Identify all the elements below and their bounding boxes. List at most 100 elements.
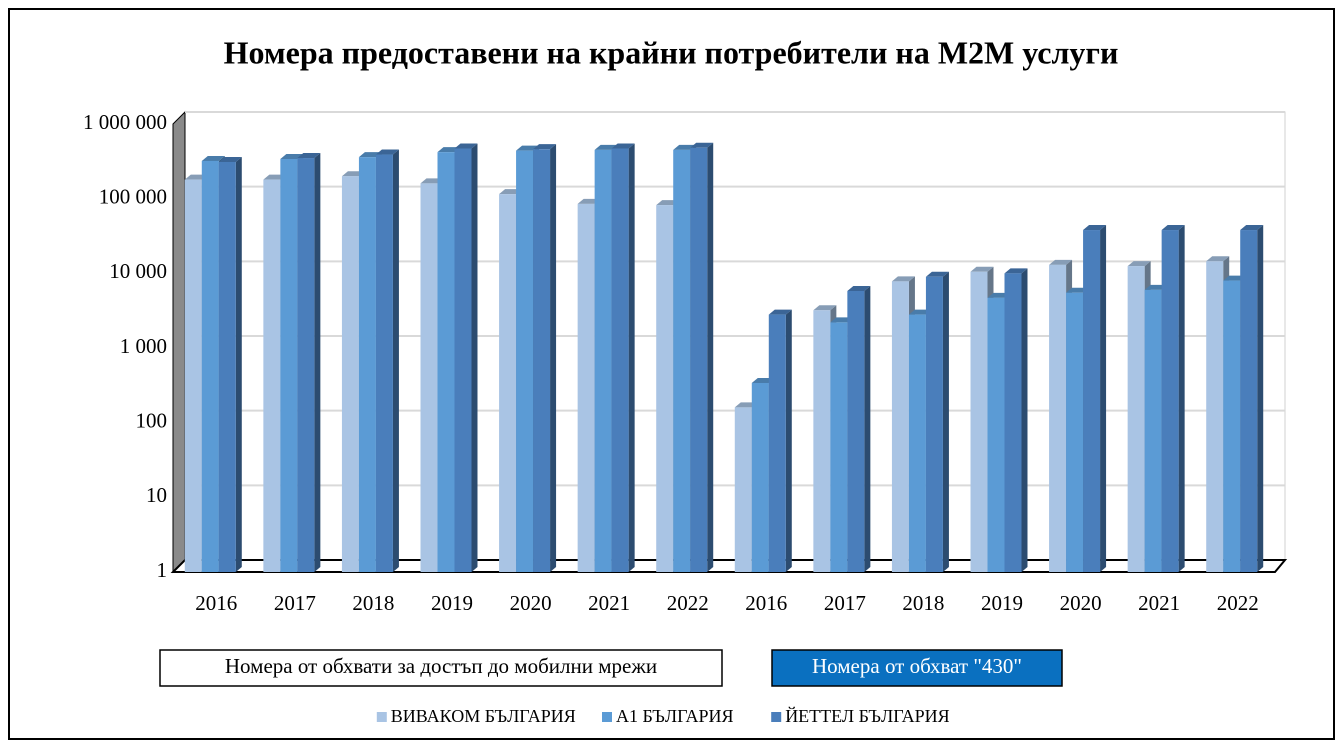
- bar-front: [813, 310, 831, 572]
- bar-top: [891, 276, 915, 282]
- bar: [690, 142, 714, 572]
- bar-front: [768, 314, 786, 572]
- bar-top: [813, 305, 837, 311]
- bar-side: [628, 143, 635, 573]
- bar-front: [1127, 266, 1145, 572]
- bar-front: [1083, 230, 1101, 572]
- bar-front: [1161, 230, 1179, 572]
- bar-top: [847, 285, 871, 291]
- bar-side: [235, 156, 242, 572]
- bar-side: [1257, 225, 1264, 572]
- bar-side: [314, 153, 321, 573]
- x-tick-label: 2017: [824, 591, 866, 615]
- x-tick-label: 2019: [981, 591, 1023, 615]
- bar-front: [1049, 264, 1067, 572]
- bar-front: [891, 281, 909, 572]
- x-tick-label: 2020: [1060, 591, 1102, 615]
- bar-top: [1083, 225, 1107, 231]
- bar-front: [297, 158, 315, 573]
- bar-front: [908, 314, 926, 572]
- bar-front: [987, 297, 1005, 572]
- bar-front: [1144, 289, 1162, 572]
- y-tick-label: 100 000: [99, 184, 167, 208]
- bar: [1240, 225, 1264, 572]
- bar-top: [375, 149, 399, 155]
- bar-side: [471, 143, 478, 573]
- bar-top: [1206, 256, 1230, 262]
- bar-top: [1240, 225, 1264, 231]
- legend-swatch: [602, 712, 612, 722]
- bar-side: [864, 285, 871, 572]
- bar-front: [1223, 280, 1241, 572]
- bar-front: [673, 149, 691, 572]
- bar-top: [970, 266, 994, 272]
- x-tick-label: 2021: [588, 591, 630, 615]
- bar: [1004, 268, 1028, 572]
- bar-side: [1178, 225, 1185, 572]
- bar-front: [454, 148, 472, 573]
- bar-top: [1127, 261, 1151, 267]
- bar-front: [925, 276, 943, 572]
- bar-front: [1004, 273, 1022, 572]
- bar-front: [263, 179, 281, 572]
- bar-front: [830, 322, 848, 572]
- bar-front: [656, 205, 674, 572]
- side-wall: [172, 110, 186, 574]
- bar-top: [218, 156, 242, 162]
- y-tick-label: 10 000: [109, 259, 167, 283]
- bar: [533, 144, 557, 572]
- bar: [297, 153, 321, 573]
- x-tick-label: 2022: [1217, 591, 1259, 615]
- bar-side: [785, 309, 792, 572]
- bar-front: [280, 158, 298, 572]
- x-tick-label: 2019: [431, 591, 473, 615]
- bar-side: [392, 149, 399, 572]
- bar-side: [942, 271, 949, 572]
- legend-label: А1 БЪЛГАРИЯ: [616, 706, 734, 726]
- floor: [170, 559, 1288, 573]
- bar-front: [1206, 261, 1224, 572]
- bar-front: [201, 160, 219, 573]
- bar-side: [707, 142, 714, 572]
- bar-top: [1049, 259, 1073, 265]
- x-tick-label: 2016: [745, 591, 787, 615]
- bar-front: [499, 194, 517, 572]
- bar-front: [533, 149, 551, 572]
- legend-swatch: [376, 712, 387, 722]
- y-tick-label: 1: [157, 558, 168, 582]
- bar-top: [925, 271, 949, 277]
- bar-top: [280, 153, 304, 159]
- bar-front: [420, 183, 438, 572]
- bar: [375, 149, 399, 572]
- bar-front: [611, 148, 629, 573]
- bar-front: [218, 161, 236, 572]
- bar-side: [550, 144, 557, 572]
- x-tick-label: 2020: [510, 591, 552, 615]
- bar-front: [847, 290, 865, 572]
- y-tick-label: 100: [136, 408, 168, 432]
- bar-front: [690, 147, 708, 572]
- bar-side: [1100, 225, 1107, 572]
- bar-top: [690, 142, 714, 148]
- bar-front: [1066, 292, 1084, 572]
- bar-top: [454, 143, 478, 149]
- bar: [1161, 225, 1185, 572]
- bar-side: [1021, 268, 1028, 572]
- x-tick-label: 2018: [352, 591, 394, 615]
- bar-front: [375, 154, 393, 572]
- bar: [1083, 225, 1107, 572]
- group-label: Номера от обхвати за достъп до мобилни м…: [225, 654, 657, 678]
- bar-top: [533, 144, 557, 150]
- bar-front: [734, 407, 752, 572]
- legend-label: ВИВАКОМ БЪЛГАРИЯ: [391, 706, 576, 726]
- bar-front: [516, 150, 534, 573]
- bar: [611, 143, 635, 573]
- bar: [847, 285, 871, 572]
- bar-front: [594, 149, 612, 572]
- chart-title: Номера предоставени на крайни потребител…: [224, 34, 1119, 70]
- group-label-box: [159, 649, 723, 687]
- y-tick-label: 1 000 000: [83, 110, 167, 134]
- x-tick-label: 2017: [274, 591, 316, 615]
- x-tick-label: 2016: [195, 591, 237, 615]
